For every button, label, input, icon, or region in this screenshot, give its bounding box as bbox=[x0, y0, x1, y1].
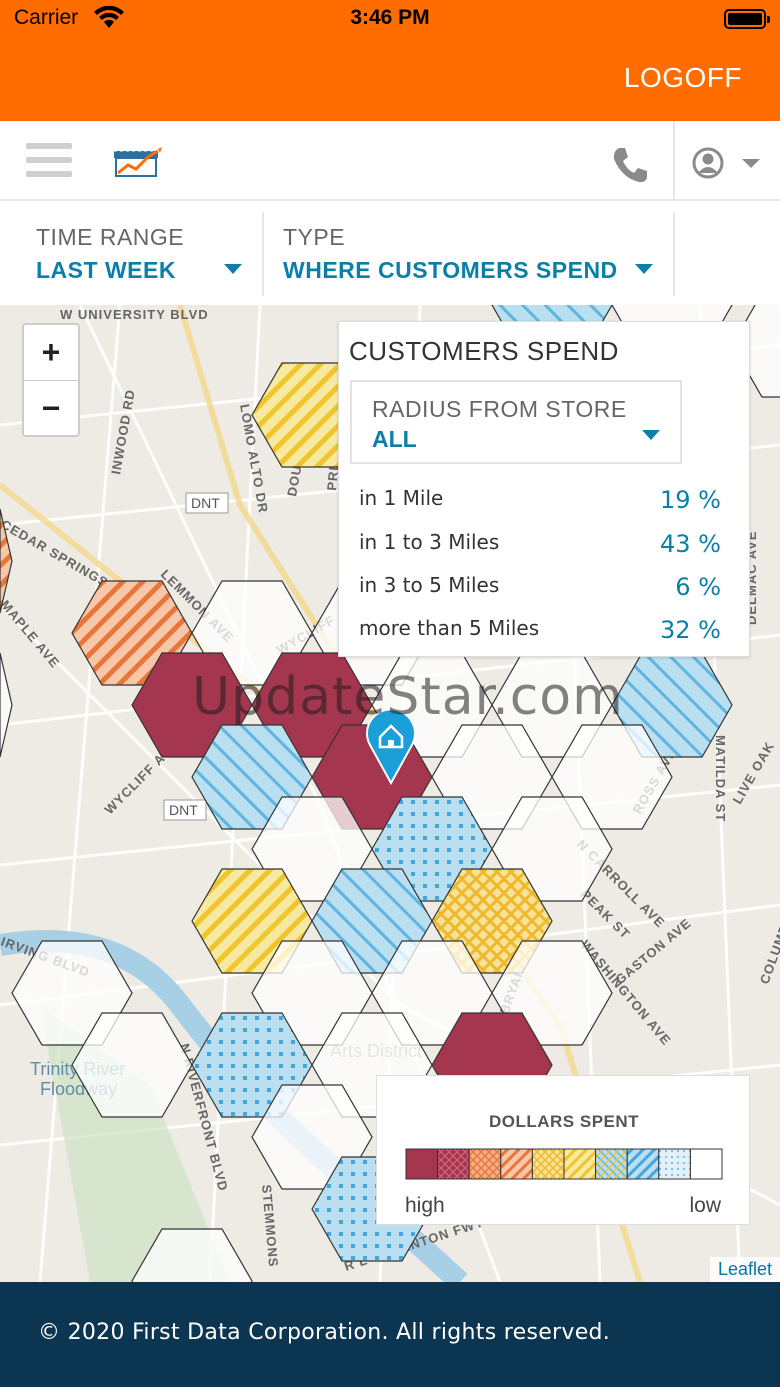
store-marker-icon[interactable] bbox=[366, 708, 416, 786]
app-header: LOGOFF bbox=[0, 38, 780, 121]
spend-row-value: 32 % bbox=[660, 616, 721, 644]
filter-bar: TIME RANGE LAST WEEK TYPE WHERE CUSTOMER… bbox=[0, 202, 780, 305]
legend-high-label: high bbox=[405, 1194, 445, 1217]
spend-row-label: in 1 Mile bbox=[359, 486, 444, 510]
radius-label: RADIUS FROM STORE bbox=[372, 396, 627, 422]
legend-swatch bbox=[626, 1148, 660, 1180]
clock: 3:46 PM bbox=[350, 6, 430, 29]
map-view[interactable]: W UNIVERSITY BLVD INWOOD RD LOMO ALTO DR… bbox=[0, 305, 780, 1282]
carrier-label: Carrier bbox=[14, 6, 79, 29]
spend-row-label: more than 5 Miles bbox=[359, 616, 540, 640]
zoom-in-button[interactable]: + bbox=[24, 325, 78, 381]
legend-swatch bbox=[500, 1148, 533, 1180]
legend-swatch bbox=[658, 1148, 691, 1180]
svg-text:W UNIVERSITY BLVD: W UNIVERSITY BLVD bbox=[60, 307, 209, 322]
radius-dropdown[interactable]: RADIUS FROM STORE ALL bbox=[350, 380, 682, 464]
spend-row: in 3 to 5 Miles 6 % bbox=[359, 573, 721, 607]
map-canvas[interactable]: W UNIVERSITY BLVD INWOOD RD LOMO ALTO DR… bbox=[0, 305, 780, 1282]
store-chart-logo[interactable] bbox=[112, 147, 164, 183]
phone-icon[interactable] bbox=[610, 145, 650, 189]
svg-text:DNT: DNT bbox=[191, 495, 220, 511]
spend-row-value: 19 % bbox=[660, 486, 721, 514]
svg-text:STEMMONS: STEMMONS bbox=[259, 1184, 281, 1268]
logoff-button[interactable]: LOGOFF bbox=[623, 62, 742, 93]
customers-spend-title: CUSTOMERS SPEND bbox=[349, 336, 619, 366]
chevron-down-icon bbox=[224, 264, 242, 274]
svg-text:MATILDA ST: MATILDA ST bbox=[713, 735, 728, 822]
spend-row-label: in 1 to 3 Miles bbox=[359, 530, 500, 554]
chevron-down-icon bbox=[642, 430, 660, 440]
filter-divider bbox=[673, 212, 675, 296]
time-range-value: LAST WEEK bbox=[36, 257, 176, 283]
hamburger-icon[interactable] bbox=[26, 143, 72, 181]
type-label: TYPE bbox=[283, 224, 346, 250]
time-range-dropdown[interactable]: TIME RANGE LAST WEEK bbox=[36, 212, 250, 296]
spend-row: in 1 to 3 Miles 43 % bbox=[359, 530, 721, 564]
spend-row: in 1 Mile 19 % bbox=[359, 486, 721, 520]
svg-text:LIVE OAK: LIVE OAK bbox=[730, 739, 778, 807]
status-bar: Carrier 3:46 PM bbox=[0, 0, 780, 38]
legend-swatch bbox=[468, 1148, 502, 1180]
filter-divider bbox=[262, 212, 264, 296]
legend-swatch bbox=[437, 1148, 470, 1180]
copyright-text: © 2020 First Data Corporation. All right… bbox=[38, 1320, 611, 1345]
legend-swatch bbox=[563, 1148, 597, 1180]
spend-row-label: in 3 to 5 Miles bbox=[359, 573, 500, 597]
spend-row-value: 43 % bbox=[660, 530, 721, 558]
toolbar-divider bbox=[673, 121, 675, 201]
legend-title: DOLLARS SPENT bbox=[488, 1112, 640, 1131]
svg-text:COLUMBIA: COLUMBIA bbox=[757, 908, 780, 986]
legend-scale bbox=[405, 1148, 723, 1180]
spend-row-value: 6 % bbox=[675, 573, 721, 601]
wifi-icon bbox=[94, 5, 124, 34]
svg-text:DNT: DNT bbox=[169, 802, 198, 818]
legend-swatch bbox=[689, 1148, 723, 1180]
legend-swatch bbox=[531, 1148, 565, 1180]
legend-low-label: low bbox=[689, 1194, 721, 1217]
dollars-spent-legend: DOLLARS SPENT bbox=[376, 1075, 750, 1225]
svg-text:MAPLE AVE: MAPLE AVE bbox=[0, 597, 63, 671]
zoom-control: + − bbox=[22, 323, 80, 437]
legend-swatch bbox=[405, 1148, 439, 1180]
time-range-label: TIME RANGE bbox=[36, 224, 185, 250]
spend-row: more than 5 Miles 32 % bbox=[359, 616, 721, 650]
chevron-down-icon bbox=[635, 264, 653, 274]
chevron-down-icon[interactable] bbox=[742, 159, 760, 168]
battery-icon bbox=[724, 9, 770, 29]
leaflet-attribution-link[interactable]: Leaflet bbox=[709, 1257, 780, 1282]
zoom-out-button[interactable]: − bbox=[41, 390, 61, 426]
user-avatar-icon[interactable] bbox=[692, 147, 724, 183]
footer: © 2020 First Data Corporation. All right… bbox=[0, 1282, 780, 1387]
radius-value: ALL bbox=[372, 426, 417, 452]
type-dropdown[interactable]: TYPE WHERE CUSTOMERS SPEND bbox=[283, 212, 663, 296]
legend-swatch bbox=[595, 1148, 628, 1180]
customers-spend-panel: CUSTOMERS SPEND RADIUS FROM STORE ALL in… bbox=[338, 321, 750, 657]
type-value: WHERE CUSTOMERS SPEND bbox=[283, 257, 618, 283]
toolbar bbox=[0, 121, 780, 201]
